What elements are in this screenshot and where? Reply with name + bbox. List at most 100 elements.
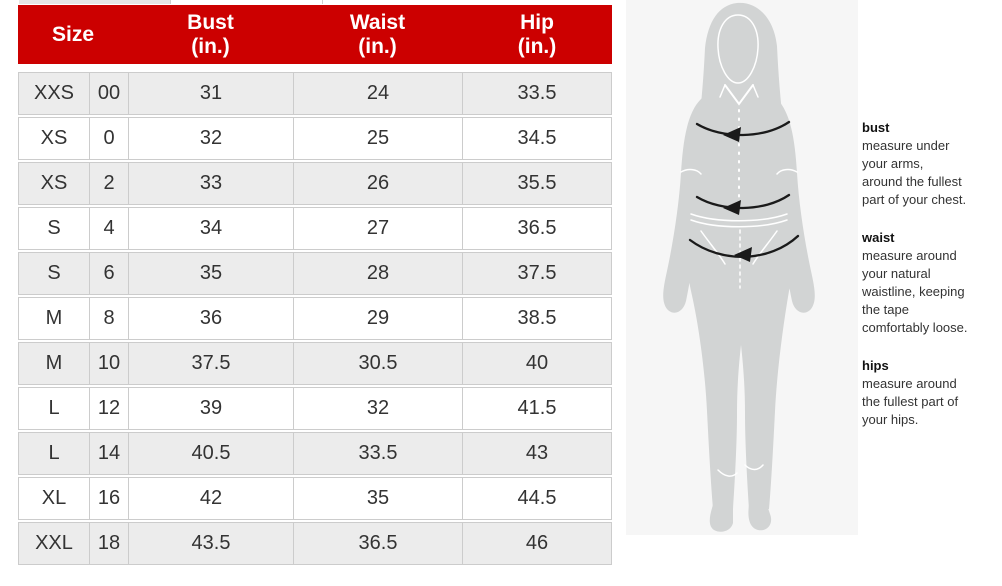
bust-cell: 37.5 — [128, 343, 293, 384]
size-letter-cell: S — [47, 217, 61, 239]
guide-section-waist: waist measure around your natural waistlin… — [862, 229, 1002, 337]
size-table-body: XXS 00 31 24 33.5 XS 0 32 25 34.5 XS 2 3… — [18, 72, 612, 565]
waist-cell: 25 — [293, 118, 462, 159]
waist-cell: 36.5 — [293, 523, 462, 564]
size-letter-cell: S — [47, 262, 61, 284]
size-chart-table: Size Bust (in.) Waist (in.) Hip (in.) XX… — [18, 5, 612, 567]
guide-section-bust: bust measure under your arms, around the f… — [862, 119, 1002, 209]
size-letter-cell: L — [48, 442, 60, 464]
guide-lines: measure under your arms, around the fulles… — [862, 137, 1002, 209]
guide-label: waist — [862, 230, 895, 245]
guide-text-line: measure around — [862, 376, 957, 391]
measurement-figure-panel — [626, 0, 858, 535]
size-letter-cell: XXS — [33, 82, 75, 104]
bust-cell: 39 — [128, 388, 293, 429]
header-waist-label: Waist — [349, 10, 406, 34]
table-row: XS 2 33 26 35.5 — [18, 162, 612, 205]
size-letter-cell: XXL — [35, 532, 73, 554]
guide-text-line: around the fullest — [862, 174, 962, 189]
size-number-cell: 16 — [89, 478, 128, 519]
waist-measurement-arrow-icon — [695, 193, 791, 215]
hip-cell: 36.5 — [462, 208, 611, 249]
guide-text-line: the tape — [862, 302, 909, 317]
bust-cell: 40.5 — [128, 433, 293, 474]
bust-cell: 31 — [128, 73, 293, 114]
right-foot-shape — [748, 505, 772, 531]
hip-cell: 44.5 — [462, 478, 611, 519]
guide-text-line: measure around — [862, 248, 957, 263]
table-row: M 8 36 29 38.5 — [18, 297, 612, 340]
size-number-cell: 10 — [89, 343, 128, 384]
hip-cell: 46 — [462, 523, 611, 564]
table-row: XXS 00 31 24 33.5 — [18, 72, 612, 115]
previous-table-partial-row — [19, 0, 171, 4]
guide-text-line: waistline, keeping — [862, 284, 965, 299]
header-bust-unit: (in.) — [191, 34, 230, 58]
legs-shape — [687, 237, 793, 509]
table-row: XS 0 32 25 34.5 — [18, 117, 612, 160]
waist-cell: 33.5 — [293, 433, 462, 474]
bust-cell: 33 — [128, 163, 293, 204]
size-number-cell: 12 — [89, 388, 128, 429]
guide-text-line: your natural — [862, 266, 931, 281]
size-letter-cell: XS — [40, 127, 68, 149]
left-foot-shape — [709, 505, 733, 532]
waist-cell: 35 — [293, 478, 462, 519]
guide-label: bust — [862, 120, 890, 135]
bust-measurement-arrow-icon — [695, 120, 791, 142]
clothing-detail-lines — [680, 84, 798, 477]
hip-cell: 40 — [462, 343, 611, 384]
guide-lines: measure around the fullest part of your hi… — [862, 375, 1002, 429]
size-number-cell: 0 — [89, 118, 128, 159]
waist-cell: 30.5 — [293, 343, 462, 384]
size-number-cell: 8 — [89, 298, 128, 339]
bust-cell: 42 — [128, 478, 293, 519]
size-letter-cell: L — [48, 397, 60, 419]
header-size-label: Size — [51, 22, 95, 46]
table-row: S 6 35 28 37.5 — [18, 252, 612, 295]
size-number-cell: 2 — [89, 163, 128, 204]
guide-text-line: your arms, — [862, 156, 924, 171]
woman-silhouette-illustration — [663, 2, 815, 532]
face-shape — [717, 14, 759, 84]
guide-text-line: measure under — [862, 138, 950, 153]
size-number-cell: 4 — [89, 208, 128, 249]
header-cell-bust: Bust (in.) — [128, 5, 293, 64]
hip-cell: 38.5 — [462, 298, 611, 339]
header-hip-unit: (in.) — [517, 34, 557, 58]
table-row: XXL 18 43.5 36.5 46 — [18, 522, 612, 565]
header-bust-label: Bust — [187, 10, 234, 34]
header-cell-size: Size — [18, 5, 128, 64]
guide-lines: measure around your natural waistline, kee… — [862, 247, 1002, 337]
header-waist-unit: (in.) — [358, 34, 397, 58]
bust-cell: 34 — [128, 208, 293, 249]
table-row: L 14 40.5 33.5 43 — [18, 432, 612, 475]
hip-cell: 43 — [462, 433, 611, 474]
bust-cell: 35 — [128, 253, 293, 294]
hip-cell: 34.5 — [462, 118, 611, 159]
bust-cell: 36 — [128, 298, 293, 339]
hip-cell: 37.5 — [462, 253, 611, 294]
size-chart-header: Size Bust (in.) Waist (in.) Hip (in.) — [18, 5, 612, 64]
guide-section-hips: hips measure around the fullest part of yo… — [862, 357, 1002, 429]
header-hip-label: Hip — [520, 10, 554, 34]
bust-cell: 43.5 — [128, 523, 293, 564]
table-row: XL 16 42 35 44.5 — [18, 477, 612, 520]
size-letter-cell: XS — [40, 172, 68, 194]
waist-cell: 28 — [293, 253, 462, 294]
waist-cell: 29 — [293, 298, 462, 339]
hip-cell: 41.5 — [462, 388, 611, 429]
header-cell-hip: Hip (in.) — [462, 5, 612, 64]
size-number-cell: 14 — [89, 433, 128, 474]
guide-text-line: comfortably loose. — [862, 320, 968, 335]
waist-cell: 27 — [293, 208, 462, 249]
size-letter-cell: M — [45, 307, 63, 329]
table-row: S 4 34 27 36.5 — [18, 207, 612, 250]
bust-cell: 32 — [128, 118, 293, 159]
size-number-cell: 6 — [89, 253, 128, 294]
waist-cell: 32 — [293, 388, 462, 429]
guide-label: hips — [862, 358, 889, 373]
table-row: L 12 39 32 41.5 — [18, 387, 612, 430]
size-number-cell: 00 — [89, 73, 128, 114]
